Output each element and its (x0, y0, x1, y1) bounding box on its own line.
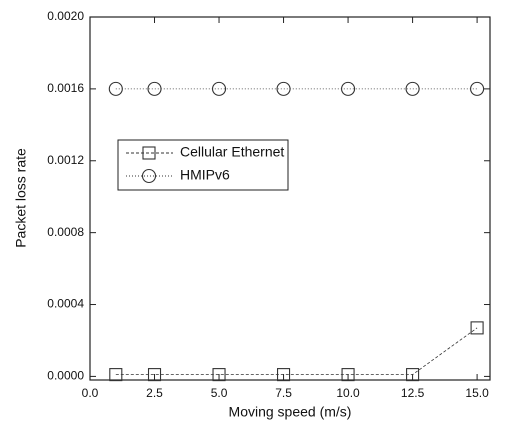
data-point (147, 368, 162, 382)
x-tick-label: 12.5 (401, 386, 425, 400)
x-tick-label: 15.0 (465, 386, 489, 400)
x-tick-label: 10.0 (336, 386, 360, 400)
x-axis-label: Moving speed (m/s) (229, 404, 352, 420)
plot-frame (89, 16, 491, 381)
data-point (211, 81, 227, 96)
y-tick-label: 0.0000 (47, 369, 84, 383)
data-point (470, 81, 485, 96)
y-tick-label: 0.0008 (47, 225, 84, 239)
y-tick-label: 0.0012 (47, 153, 84, 167)
y-tick-label: 0.0016 (47, 81, 84, 95)
data-point (405, 81, 420, 96)
y-axis-label: Packet loss rate (13, 148, 29, 248)
x-tick-label: 0.0 (82, 386, 99, 400)
legend-marker (141, 168, 157, 184)
series-line (115, 327, 478, 376)
x-tick-label: 7.5 (275, 386, 292, 400)
data-point (341, 81, 356, 96)
x-tick-label: 2.5 (146, 386, 163, 400)
data-point (406, 368, 420, 382)
legend-marker (142, 146, 156, 160)
data-point (212, 368, 226, 382)
legend-label: HMIPv6 (180, 167, 230, 183)
data-point (147, 81, 162, 96)
data-point (341, 368, 355, 382)
y-tick-label: 0.0020 (47, 9, 84, 23)
data-point (470, 321, 484, 335)
data-point (109, 368, 123, 382)
data-point (276, 81, 291, 96)
data-point (108, 81, 123, 96)
x-tick-label: 5.0 (211, 386, 228, 400)
legend-label: Cellular Ethernet (180, 144, 284, 160)
y-tick-label: 0.0004 (47, 297, 84, 311)
data-point (276, 368, 291, 382)
